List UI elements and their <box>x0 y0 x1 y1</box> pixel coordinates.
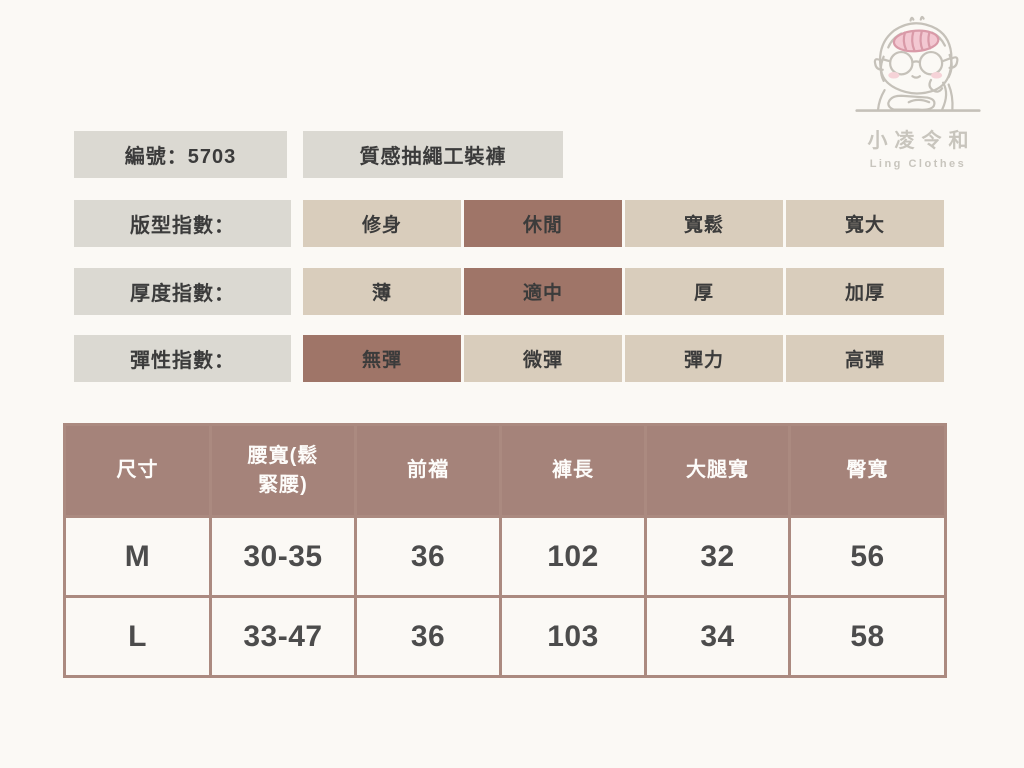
header-cell-hip: 臀寬 <box>788 423 947 518</box>
index-row-label: 版型指數： <box>74 200 291 247</box>
product-title-badge: 質感抽繩工裝褲 <box>303 131 563 178</box>
cell-size: M <box>63 515 212 598</box>
table-row-size-m: M 30-35 36 102 32 56 <box>63 515 947 598</box>
index-option: 寬大 <box>786 200 944 247</box>
index-options: 薄 適中 厚 加厚 <box>303 268 944 315</box>
index-option: 厚 <box>625 268 783 315</box>
index-option: 修身 <box>303 200 461 247</box>
index-option: 加厚 <box>786 268 944 315</box>
cell-hip: 56 <box>788 515 947 598</box>
brand-name: 小凌令和 <box>867 130 976 152</box>
product-code-badge: 編號：5703 <box>74 131 287 178</box>
brand-subtitle: Ling Clothes <box>869 158 967 170</box>
cell-pant-length: 102 <box>499 515 647 598</box>
index-row-1: 厚度指數： 薄 適中 厚 加厚 <box>74 268 944 315</box>
header-cell-size: 尺寸 <box>63 423 212 518</box>
cell-waist: 30-35 <box>209 515 357 598</box>
index-option: 無彈 <box>303 335 461 382</box>
size-table-header-row: 尺寸 腰寬(鬆緊腰) 前襠 褲長 大腿寬 臀寬 <box>63 423 947 518</box>
index-row-2: 彈性指數： 無彈 微彈 彈力 高彈 <box>74 335 944 382</box>
header-cell-thigh: 大腿寬 <box>644 423 791 518</box>
girl-mascot-illustration <box>855 15 981 112</box>
index-row-label: 彈性指數： <box>74 335 291 382</box>
hair-roller-icon <box>892 29 940 53</box>
cell-front-rise: 36 <box>354 595 502 678</box>
cell-thigh: 34 <box>644 595 791 678</box>
cell-size: L <box>63 595 212 678</box>
index-option: 微彈 <box>464 335 622 382</box>
index-option: 彈力 <box>625 335 783 382</box>
cell-waist: 33-47 <box>209 595 357 678</box>
table-row-size-l: L 33-47 36 103 34 58 <box>63 595 947 678</box>
index-option: 寬鬆 <box>625 200 783 247</box>
index-row-label: 厚度指數： <box>74 268 291 315</box>
index-options: 修身 休閒 寬鬆 寬大 <box>303 200 944 247</box>
index-row-0: 版型指數： 修身 休閒 寬鬆 寬大 <box>74 200 944 247</box>
cell-pant-length: 103 <box>499 595 647 678</box>
index-options: 無彈 微彈 彈力 高彈 <box>303 335 944 382</box>
size-table: 尺寸 腰寬(鬆緊腰) 前襠 褲長 大腿寬 臀寬 M 30-35 36 102 3… <box>63 423 947 678</box>
index-option: 休閒 <box>464 200 622 247</box>
header-cell-front-rise: 前襠 <box>354 423 502 518</box>
header-cell-pant-length: 褲長 <box>499 423 647 518</box>
index-option: 適中 <box>464 268 622 315</box>
cell-hip: 58 <box>788 595 947 678</box>
header-cell-waist: 腰寬(鬆緊腰) <box>209 423 357 518</box>
index-option: 高彈 <box>786 335 944 382</box>
index-option: 薄 <box>303 268 461 315</box>
cell-thigh: 32 <box>644 515 791 598</box>
cell-front-rise: 36 <box>354 515 502 598</box>
brand-logo: 小凌令和 Ling Clothes <box>840 14 996 170</box>
